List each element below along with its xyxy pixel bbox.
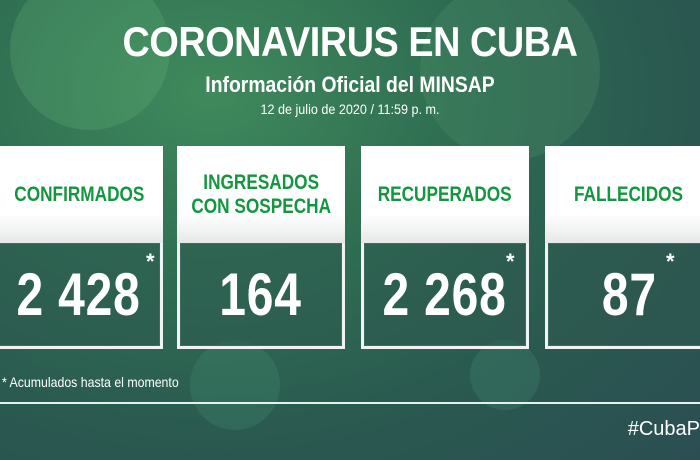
page-title: CORONAVIRUS EN CUBA xyxy=(122,18,578,65)
card-value: 164 xyxy=(219,261,303,328)
virus-decoration xyxy=(10,0,170,130)
footnote: * Acumulados hasta el momento xyxy=(2,374,179,390)
hashtag: #CubaP xyxy=(627,418,700,440)
asterisk-icon: * xyxy=(666,249,675,274)
card-value: 87 xyxy=(601,261,657,328)
card-value: 2 268 xyxy=(382,261,508,328)
asterisk-icon: * xyxy=(506,249,515,274)
divider xyxy=(0,402,700,404)
card-label: FALLECIDOS xyxy=(574,182,684,206)
card-recuperados: RECUPERADOS 2 268 * xyxy=(361,146,529,349)
card-label: INGRESADOS CON SOSPECHA xyxy=(191,170,331,218)
asterisk-icon: * xyxy=(146,249,155,274)
virus-decoration xyxy=(190,340,280,430)
card-label: RECUPERADOS xyxy=(378,182,512,206)
virus-decoration xyxy=(470,340,540,410)
card-fallecidos: FALLECIDOS 87 * xyxy=(545,146,700,349)
report-date: 12 de julio de 2020 / 11:59 p. m. xyxy=(260,101,440,117)
card-ingresados: INGRESADOS CON SOSPECHA 164 xyxy=(177,146,345,349)
page-subtitle: Información Oficial del MINSAP xyxy=(205,72,495,97)
card-value: 2 428 xyxy=(16,261,142,328)
card-confirmados: CONFIRMADOS 2 428 * xyxy=(0,146,163,349)
virus-decoration xyxy=(420,0,600,160)
card-label: CONFIRMADOS xyxy=(13,182,145,206)
